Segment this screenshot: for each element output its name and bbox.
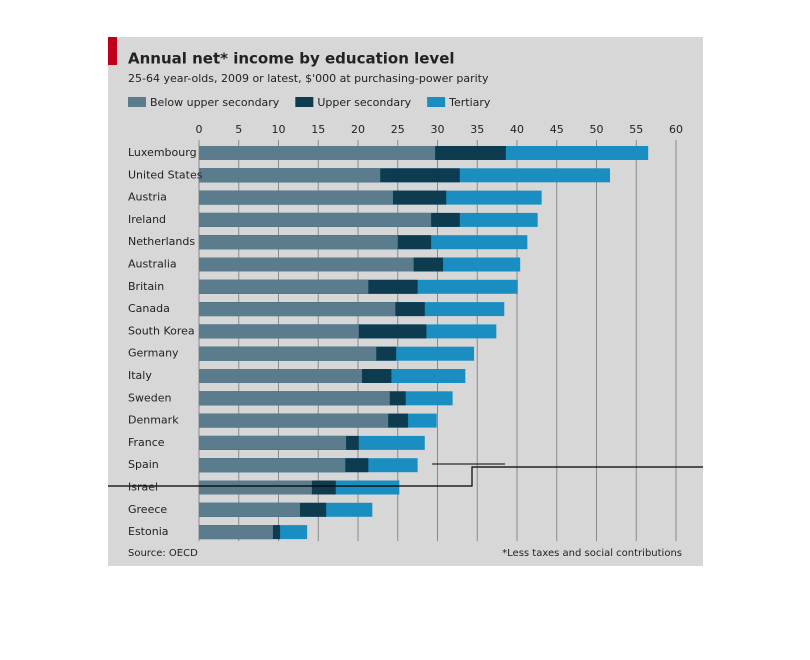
bar xyxy=(199,435,347,450)
bar xyxy=(199,502,300,517)
x-tick-label: 10 xyxy=(272,123,286,136)
bar xyxy=(199,324,359,339)
bar xyxy=(199,346,377,361)
y-tick-label: Germany xyxy=(128,347,179,360)
y-tick-label: Estonia xyxy=(128,525,169,538)
annotation-stroke xyxy=(108,466,703,487)
bar xyxy=(199,190,393,205)
y-tick-label: Austria xyxy=(128,191,167,204)
y-tick-label: Israel xyxy=(128,481,158,494)
x-tick-label: 35 xyxy=(470,123,484,136)
subtitle: 25-64 year-olds, 2009 or latest, $'000 a… xyxy=(128,72,489,85)
x-tick-label: 15 xyxy=(311,123,325,136)
bar xyxy=(199,413,389,428)
y-tick-label: Spain xyxy=(128,458,159,471)
bar xyxy=(199,146,436,160)
y-tick-label: United States xyxy=(128,168,203,181)
y-tick-label: Netherlands xyxy=(128,235,195,248)
x-tick-label: 60 xyxy=(669,123,683,136)
y-tick-label: South Korea xyxy=(128,324,195,337)
legend-label: Tertiary xyxy=(448,96,491,109)
x-tick-label: 25 xyxy=(391,123,405,136)
x-tick-label: 0 xyxy=(196,123,203,136)
red-tab xyxy=(108,37,117,65)
footnote: *Less taxes and social contributions xyxy=(502,548,682,559)
y-tick-label: Denmark xyxy=(128,414,179,427)
bar xyxy=(199,480,312,495)
legend-swatch xyxy=(295,97,314,107)
bar xyxy=(199,525,273,540)
legend-label: Upper secondary xyxy=(317,96,411,109)
bar xyxy=(199,369,362,383)
legend-swatch xyxy=(427,97,446,107)
x-tick-label: 20 xyxy=(351,123,365,136)
panel xyxy=(108,37,703,566)
y-tick-label: France xyxy=(128,436,165,449)
y-tick-label: Luxembourg xyxy=(128,146,197,159)
bar xyxy=(199,212,432,227)
y-tick-label: Canada xyxy=(128,302,170,315)
bar xyxy=(199,391,390,406)
source: Source: OECD xyxy=(128,548,198,559)
legend-label: Below upper secondary xyxy=(150,96,280,109)
x-tick-label: 45 xyxy=(550,123,564,136)
chart-title: Annual net* income by education level xyxy=(128,50,455,68)
x-tick-label: 40 xyxy=(510,123,524,136)
x-tick-label: 55 xyxy=(629,123,643,136)
y-tick-label: Greece xyxy=(128,503,167,516)
bar xyxy=(199,168,381,183)
bar xyxy=(199,302,396,317)
x-tick-label: 5 xyxy=(235,123,242,136)
y-tick-label: Britain xyxy=(128,280,164,293)
x-tick-label: 30 xyxy=(431,123,445,136)
y-tick-label: Ireland xyxy=(128,213,166,226)
y-tick-label: Sweden xyxy=(128,391,171,404)
bars xyxy=(199,146,649,540)
bar xyxy=(199,279,369,294)
x-tick-label: 50 xyxy=(590,123,604,136)
bar xyxy=(199,235,398,250)
bar xyxy=(199,257,414,272)
y-tick-label: Australia xyxy=(128,258,177,271)
bar xyxy=(199,458,346,473)
y-tick-label: Italy xyxy=(128,369,152,382)
grid xyxy=(198,140,677,542)
legend-swatch xyxy=(128,97,146,107)
